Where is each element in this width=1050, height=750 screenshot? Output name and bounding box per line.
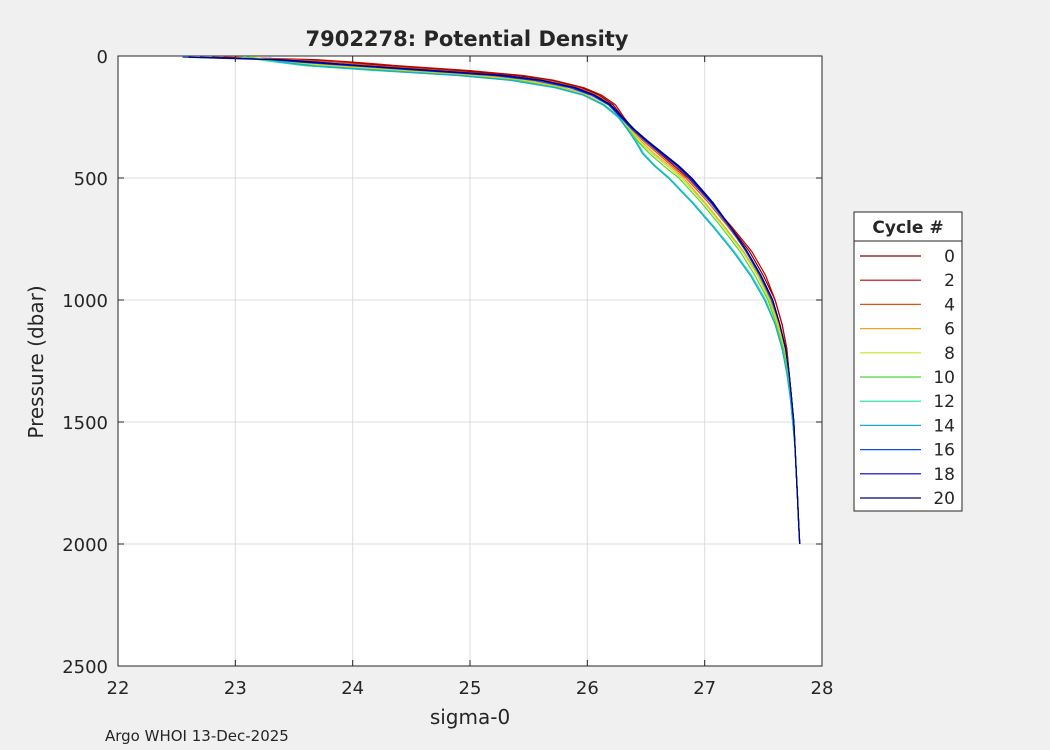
series-layer bbox=[182, 56, 801, 545]
y-tick-label: 0 bbox=[97, 47, 108, 68]
legend-label-cycle-20: 20 bbox=[933, 489, 955, 509]
legend-label-cycle-12: 12 bbox=[933, 392, 955, 412]
x-tick-label: 23 bbox=[224, 678, 247, 699]
legend-title: Cycle # bbox=[872, 218, 943, 238]
y-tick-label: 2500 bbox=[62, 657, 108, 678]
x-tick-label: 22 bbox=[107, 678, 130, 699]
legend-label-cycle-16: 16 bbox=[933, 441, 955, 461]
x-tick-label: 25 bbox=[459, 678, 482, 699]
footer-credit: Argo WHOI 13-Dec-2025 bbox=[105, 727, 289, 745]
legend-label-cycle-0: 0 bbox=[944, 247, 955, 267]
legend-label-cycle-4: 4 bbox=[944, 295, 955, 315]
axis-ticks: 22 23 24 25 26 27 28 0 500 1000 1500 2000 2500 bbox=[62, 47, 833, 699]
x-tick-label: 24 bbox=[341, 678, 364, 699]
legend-label-cycle-14: 14 bbox=[933, 416, 955, 436]
legend-label-cycle-2: 2 bbox=[944, 271, 955, 291]
grid-lines bbox=[118, 56, 822, 666]
y-axis-title: Pressure (dbar) bbox=[24, 285, 48, 438]
chart-title: 7902278: Potential Density bbox=[305, 27, 628, 51]
legend-label-cycle-6: 6 bbox=[944, 320, 955, 340]
legend-label-cycle-8: 8 bbox=[944, 344, 955, 364]
series-line-cycle-14 bbox=[269, 57, 801, 545]
x-tick-label: 27 bbox=[693, 678, 716, 699]
y-tick-label: 500 bbox=[74, 169, 108, 190]
legend-box bbox=[853, 211, 963, 512]
legend: Cycle # 0 2 4 6 8 10 12 14 16 18 20 bbox=[853, 211, 963, 512]
y-tick-label: 2000 bbox=[62, 535, 108, 556]
series-line-cycle-20 bbox=[188, 56, 801, 545]
x-tick-label: 26 bbox=[576, 678, 599, 699]
y-tick-label: 1500 bbox=[62, 413, 108, 434]
x-tick-label: 28 bbox=[811, 678, 834, 699]
legend-items: 0 2 4 6 8 10 12 14 16 18 20 bbox=[860, 247, 955, 509]
y-tick-label: 1000 bbox=[62, 291, 108, 312]
legend-label-cycle-10: 10 bbox=[933, 368, 955, 388]
legend-label-cycle-18: 18 bbox=[933, 465, 955, 485]
x-axis-title: sigma-0 bbox=[430, 705, 510, 729]
